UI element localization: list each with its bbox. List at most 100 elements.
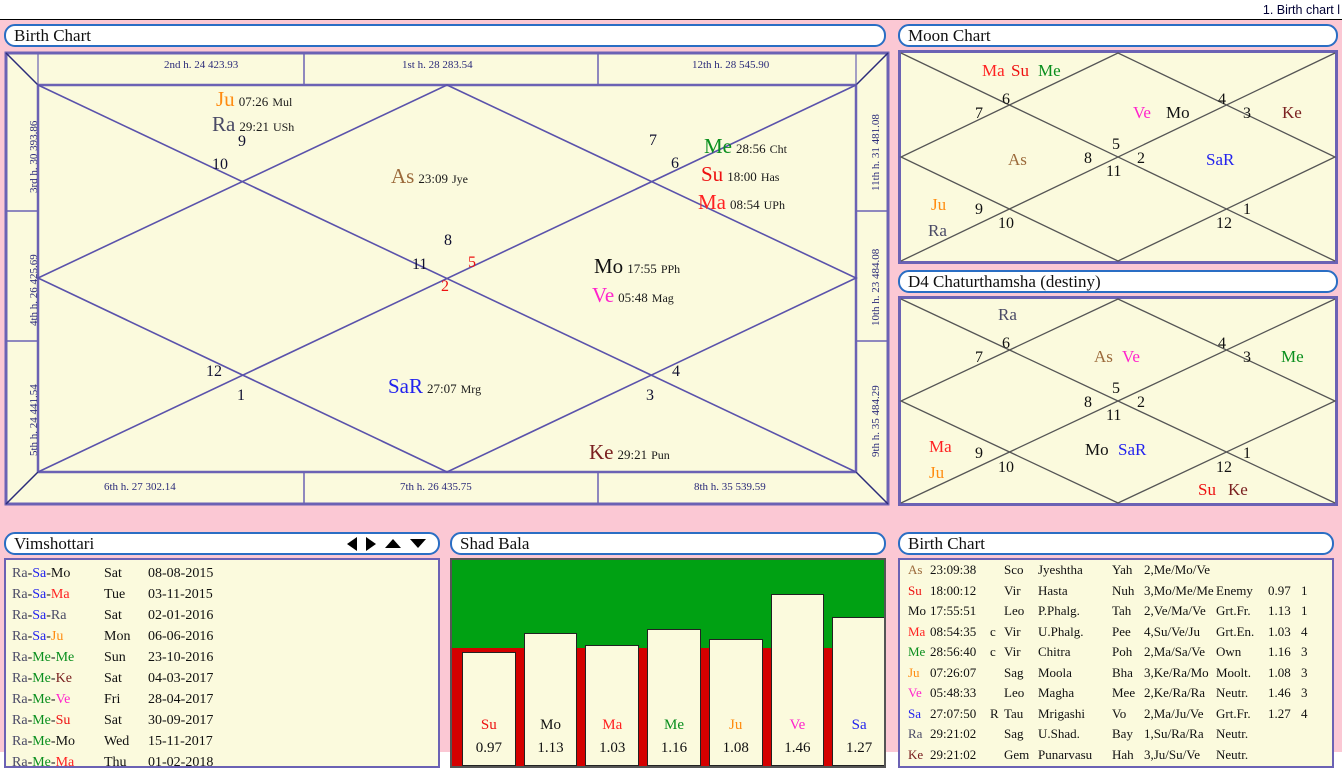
list-item[interactable]: Ra-Me-Mo Wed 15-11-2017: [12, 731, 438, 752]
moon-house-1: 1: [1243, 202, 1251, 218]
prev-icon[interactable]: [347, 537, 357, 551]
moon-planet-ve[interactable]: Ve: [1133, 104, 1151, 121]
d4-house-2: 2: [1137, 395, 1145, 411]
d4-planet-mo[interactable]: Mo: [1085, 441, 1109, 458]
planet-ve[interactable]: Ve 05:48 Mag: [592, 285, 674, 306]
planet-ju[interactable]: Ju 07:26 Mul: [216, 89, 292, 110]
moon-planet-me[interactable]: Me: [1038, 62, 1061, 79]
moon-planet-ju[interactable]: Ju: [931, 196, 946, 213]
list-item[interactable]: Ra-Me-Su Sat 30-09-2017: [12, 710, 438, 731]
d4-planet-as[interactable]: As: [1094, 348, 1113, 365]
dasha-date: 03-11-2015: [148, 587, 213, 603]
dasha-date: 08-08-2015: [148, 566, 213, 582]
planet-me[interactable]: Me 28:56 Cht: [704, 136, 787, 157]
planet-su[interactable]: Su 18:00 Has: [701, 164, 779, 185]
house-label-4: 4th h. 26 425.69: [28, 254, 40, 326]
planet-as[interactable]: As 23:09 Jye: [391, 166, 468, 187]
list-item[interactable]: Ra-Sa-Ra Sat 02-01-2016: [12, 605, 438, 626]
cell-relation: Enemy: [1216, 583, 1268, 599]
cell-sign: Tau: [1004, 706, 1038, 722]
cell-extra: 4: [1301, 624, 1325, 640]
dasha-day: Sun: [104, 650, 148, 666]
moon-planet-ma[interactable]: Ma: [982, 62, 1005, 79]
d4-planet-me[interactable]: Me: [1281, 348, 1304, 365]
next-icon[interactable]: [366, 537, 376, 551]
house-number-6: 6: [671, 156, 679, 172]
cell-extra: 1: [1301, 603, 1325, 619]
cell-extra: 3: [1301, 665, 1325, 681]
moon-chart-diagram[interactable]: Ma Su Me Ve Mo Ke As SaR Ju Ra 6 7 4 3 5…: [898, 50, 1338, 264]
dasha-date: 02-01-2016: [148, 608, 213, 624]
moon-house-6: 6: [1002, 92, 1010, 108]
planet-ma[interactable]: Ma 08:54 UPh: [698, 192, 785, 213]
dasha-date: 15-11-2017: [148, 734, 213, 750]
bar-value: 1.27: [846, 737, 872, 760]
dasha-code: Ra-Sa-Ju: [12, 629, 104, 645]
list-item[interactable]: Ra-Sa-Ju Mon 06-06-2016: [12, 626, 438, 647]
cell-shadbala: 1.03: [1268, 624, 1301, 640]
bar-label: Ma: [602, 714, 622, 737]
d4-planet-ma[interactable]: Ma: [929, 438, 952, 455]
cell-shadbala: 1.16: [1268, 644, 1301, 660]
dasha-day: Tue: [104, 587, 148, 603]
list-item[interactable]: Ra-Me-Me Sun 23-10-2016: [12, 647, 438, 668]
vimshottari-nav: [347, 537, 430, 551]
list-item[interactable]: Ra-Sa-Mo Sat 08-08-2015: [12, 563, 438, 584]
dasha-day: Thu: [104, 755, 148, 768]
cell-planet: Mo: [904, 603, 930, 619]
birth-chart-diagram[interactable]: 2nd h. 24 423.93 1st h. 28 283.54 12th h…: [4, 51, 890, 506]
cell-sub-lords: 2,Ke/Ra/Ra: [1144, 685, 1216, 701]
planet-ra[interactable]: Ra 29:21 USh: [212, 114, 294, 135]
d4-chart-diagram[interactable]: Ra As Ve Me Ma Ju Mo SaR Su Ke 6 7 4 3 5…: [898, 296, 1338, 506]
moon-planet-su[interactable]: Su: [1011, 62, 1029, 79]
d4-planet-su[interactable]: Su: [1198, 481, 1216, 498]
d4-planet-ju[interactable]: Ju: [929, 464, 944, 481]
planet-degree: 05:48: [618, 290, 648, 305]
planet-sa[interactable]: SaR 27:07 Mrg: [388, 376, 481, 397]
list-item[interactable]: Ra-Me-Ke Sat 04-03-2017: [12, 668, 438, 689]
d4-planet-ke[interactable]: Ke: [1228, 481, 1248, 498]
cell-syllable: Yah: [1112, 562, 1144, 578]
d4-chart-panel: D4 Chaturthamsha (destiny) Ra As Ve Me M…: [898, 270, 1338, 506]
list-item[interactable]: Ra-Sa-Ma Tue 03-11-2015: [12, 584, 438, 605]
cell-planet: Ra: [904, 726, 930, 742]
cell-shadbala: 1.13: [1268, 603, 1301, 619]
moon-planet-sa[interactable]: SaR: [1206, 151, 1234, 168]
planet-mo[interactable]: Mo 17:55 PPh: [594, 256, 680, 277]
planet-nakshatra: Mul: [272, 95, 292, 109]
down-icon[interactable]: [410, 539, 426, 548]
vimshottari-list[interactable]: Ra-Sa-Mo Sat 08-08-2015 Ra-Sa-Ma Tue 03-…: [4, 558, 440, 768]
moon-planet-ra[interactable]: Ra: [928, 222, 947, 239]
moon-planet-mo[interactable]: Mo: [1166, 104, 1190, 121]
moon-planet-ke[interactable]: Ke: [1282, 104, 1302, 121]
d4-planet-ve[interactable]: Ve: [1122, 348, 1140, 365]
moon-planet-as[interactable]: As: [1008, 151, 1027, 168]
cell-planet: Ke: [904, 747, 930, 763]
d4-planet-sa[interactable]: SaR: [1118, 441, 1146, 458]
planet-ke[interactable]: Ke 29:21 Pun: [589, 442, 670, 463]
up-icon[interactable]: [385, 539, 401, 548]
d4-planet-ra[interactable]: Ra: [998, 306, 1017, 323]
moon-house-2: 2: [1137, 151, 1145, 167]
list-item[interactable]: Ra-Me-Ve Fri 28-04-2017: [12, 689, 438, 710]
list-item[interactable]: Ra-Me-Ma Thu 01-02-2018: [12, 752, 438, 768]
